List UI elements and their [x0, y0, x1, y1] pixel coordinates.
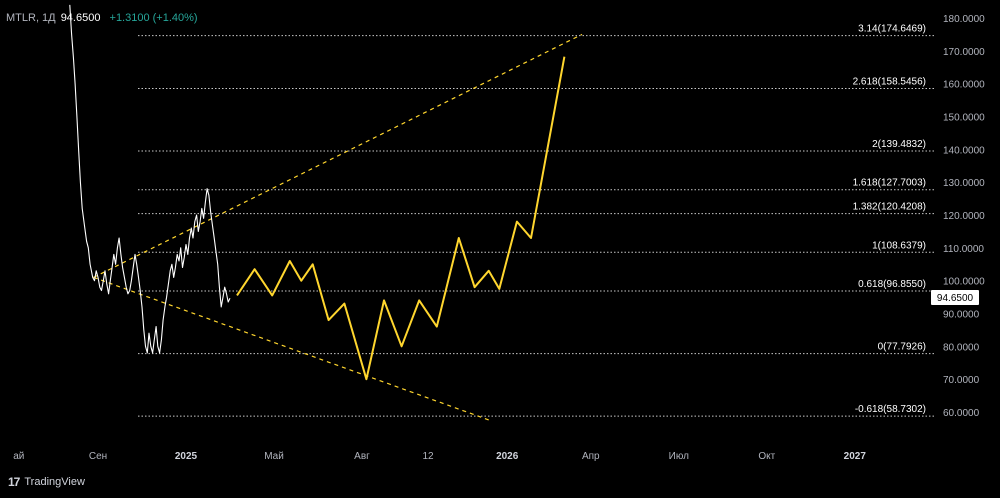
- symbol-header: MTLR, 1Д 94.6500 +1.3100 (+1.40%): [6, 12, 198, 24]
- y-tick-label: 180.0000: [943, 14, 985, 25]
- y-tick-label: 100.0000: [943, 277, 985, 288]
- fib-level-label: 2.618(158.5456): [853, 76, 926, 87]
- x-tick-label: Окт: [758, 451, 775, 462]
- y-tick-label: 140.0000: [943, 145, 985, 156]
- trend-line[interactable]: [93, 276, 490, 421]
- y-tick-label: 160.0000: [943, 80, 985, 91]
- x-tick-label: 2025: [175, 451, 198, 462]
- x-tick-label: Май: [264, 451, 284, 462]
- y-tick-label: 150.0000: [943, 113, 985, 124]
- x-tick-label: Авг: [354, 451, 370, 462]
- price-change: +1.3100 (+1.40%): [109, 12, 198, 24]
- fib-level-label: 1.618(127.7003): [853, 178, 926, 189]
- fib-level-label: 0(77.7926): [878, 342, 926, 353]
- price-axis[interactable]: 180.0000 170.0000 160.0000 150.0000 140.0000…: [943, 14, 985, 419]
- price-line: [69, 4, 231, 354]
- y-tick-label: 130.0000: [943, 178, 985, 189]
- x-tick-label: 2026: [496, 451, 519, 462]
- fibonacci-levels: 3.14(174.6469) 2.618(158.5456) 2(139.4832)…: [138, 24, 934, 417]
- y-tick-label: 70.0000: [943, 375, 980, 386]
- last-price-badge-text: 94.6500: [937, 293, 974, 304]
- time-axis[interactable]: ай Сен 2025 Май Авг 12 2026 Апр Июл Окт 2027: [13, 451, 866, 462]
- tradingview-logo-icon: 17: [8, 475, 20, 489]
- x-tick-label: 12: [422, 451, 434, 462]
- y-tick-label: 90.0000: [943, 310, 980, 321]
- fib-level-label: 1.382(120.4208): [853, 202, 926, 213]
- brand-footer[interactable]: 17 TradingView: [8, 475, 85, 489]
- fib-level-label: 3.14(174.6469): [858, 24, 926, 35]
- series: [69, 4, 566, 381]
- symbol-label[interactable]: MTLR, 1Д: [6, 12, 56, 24]
- last-price-badge-bg: [931, 290, 979, 305]
- y-tick-label: 120.0000: [943, 211, 985, 222]
- trend-line[interactable]: [93, 33, 583, 278]
- brand-name: TradingView: [24, 476, 85, 488]
- fib-level-label: -0.618(58.7302): [855, 404, 926, 415]
- y-tick-label: 80.0000: [943, 342, 980, 353]
- x-tick-label: Июл: [669, 451, 689, 462]
- x-tick-label: Апр: [582, 451, 600, 462]
- y-tick-label: 170.0000: [943, 47, 985, 58]
- x-tick-label: Сен: [89, 451, 107, 462]
- fib-level-label: 2(139.4832): [872, 139, 926, 150]
- fib-level-label: 1(108.6379): [872, 240, 926, 251]
- trend-channel-lines: [93, 33, 583, 421]
- y-tick-label: 60.0000: [943, 408, 980, 419]
- last-price: 94.6500: [60, 12, 101, 24]
- forecast-line: [236, 56, 566, 381]
- last-price-badge: 94.6500: [931, 290, 979, 305]
- y-tick-label: 110.0000: [943, 244, 984, 255]
- x-tick-label: ай: [13, 451, 24, 462]
- fib-level-label: 0.618(96.8550): [858, 279, 926, 290]
- x-tick-label: 2027: [844, 451, 867, 462]
